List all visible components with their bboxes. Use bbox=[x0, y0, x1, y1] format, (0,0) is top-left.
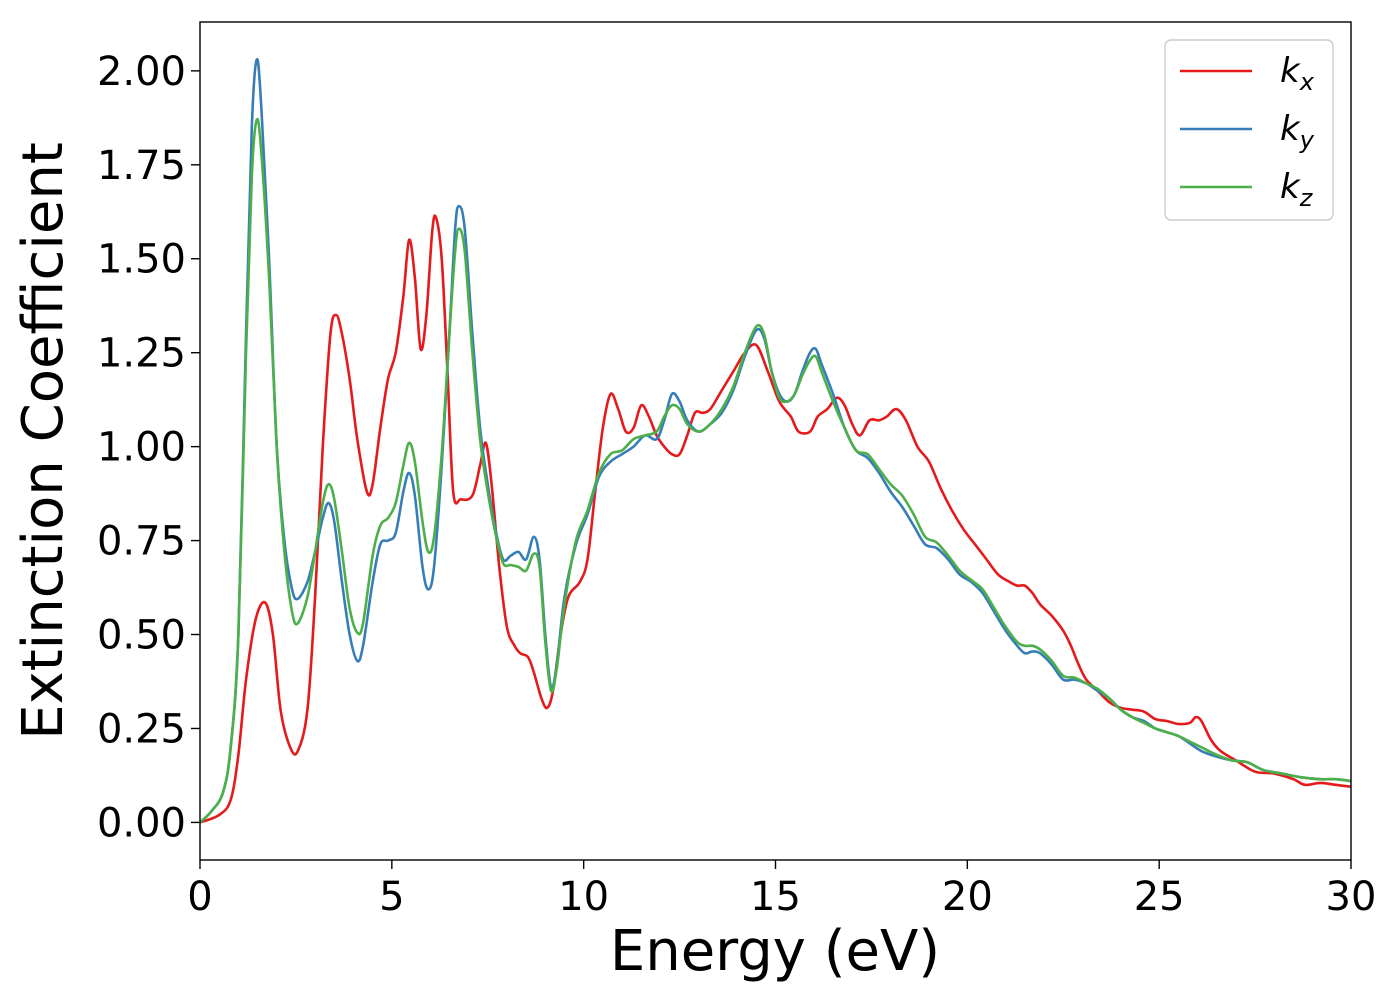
x-axis: 0 5 10 15 20 25 30 bbox=[187, 860, 1376, 920]
y-tick-label: 0.50 bbox=[97, 613, 186, 659]
x-axis-title: Energy (eV) bbox=[610, 919, 940, 984]
x-tick-label: 25 bbox=[1134, 874, 1185, 920]
legend-label-k-x: kx bbox=[1280, 51, 1315, 96]
x-tick-label: 30 bbox=[1326, 874, 1377, 920]
y-tick-label: 1.75 bbox=[97, 143, 186, 189]
legend-label-k-z: kz bbox=[1280, 167, 1314, 212]
y-tick-label: 1.00 bbox=[97, 425, 186, 471]
y-tick-label: 2.00 bbox=[97, 49, 186, 95]
series-line-k-x bbox=[200, 214, 1351, 824]
series-line-k-z bbox=[200, 117, 1351, 824]
x-tick-label: 10 bbox=[558, 874, 609, 920]
x-tick-label: 15 bbox=[750, 874, 801, 920]
y-tick-label: 0.75 bbox=[97, 519, 186, 565]
x-tick-label: 20 bbox=[942, 874, 993, 920]
legend: kx ky kz bbox=[1164, 39, 1334, 221]
y-axis: 0.00 0.25 0.50 0.75 1.00 1.25 1.50 1.75 2.00 bbox=[97, 49, 200, 846]
legend-label-k-y: ky bbox=[1280, 109, 1315, 154]
y-axis-title: Extinction Coefficient bbox=[11, 142, 76, 740]
y-tick-label: 0.00 bbox=[97, 800, 186, 846]
x-tick-label: 0 bbox=[187, 874, 212, 920]
x-tick-label: 5 bbox=[379, 874, 404, 920]
y-tick-label: 1.25 bbox=[97, 331, 186, 377]
y-tick-label: 1.50 bbox=[97, 237, 186, 283]
series-layer bbox=[200, 58, 1351, 824]
y-tick-label: 0.25 bbox=[97, 706, 186, 752]
